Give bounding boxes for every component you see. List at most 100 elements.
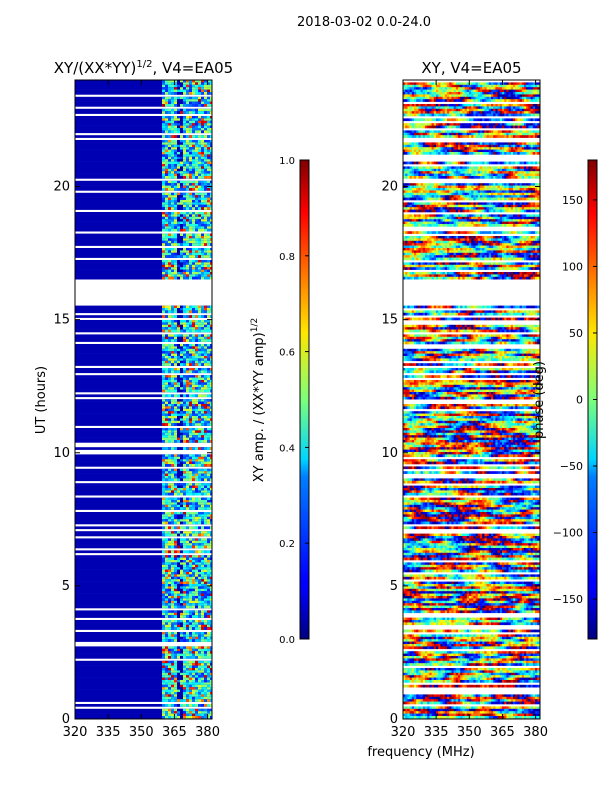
heatmap-cell (177, 500, 181, 503)
heatmap-cell (497, 89, 501, 93)
heatmap-cell (75, 550, 212, 554)
heatmap-cell (171, 593, 175, 597)
heatmap-cell (486, 96, 490, 100)
heatmap-cell (177, 89, 181, 93)
heatmap-cell (204, 694, 208, 698)
heatmap-cell (186, 682, 190, 686)
heatmap-cell (204, 600, 208, 604)
heatmap-cell (515, 111, 518, 114)
heatmap-cell (183, 336, 187, 340)
heatmap-cell (204, 348, 208, 352)
heatmap-cell (198, 324, 202, 328)
heatmap-cell (405, 89, 408, 93)
heatmap-cell (174, 238, 178, 242)
heatmap-cell (477, 94, 481, 98)
heatmap-cell (475, 82, 479, 86)
heatmap-cell (183, 101, 187, 105)
heatmap-cell (204, 214, 208, 218)
heatmap-cell (162, 404, 166, 407)
heatmap-cell (183, 538, 187, 542)
heatmap-cell (165, 149, 169, 153)
heatmap-cell (177, 531, 181, 534)
heatmap-cell (180, 526, 184, 530)
heatmap-cell (204, 171, 208, 174)
heatmap-cell (186, 699, 190, 702)
heatmap-cell (75, 101, 212, 105)
heatmap-cell (171, 476, 175, 479)
heatmap-cell (75, 351, 212, 354)
heatmap-cell (204, 711, 208, 714)
heatmap-cell (186, 324, 190, 328)
heatmap-cell (201, 620, 205, 623)
heatmap-row (75, 267, 212, 270)
heatmap-cell (183, 322, 187, 326)
heatmap-cell (210, 104, 212, 107)
heatmap-row (75, 228, 212, 232)
heatmap-cell (165, 668, 169, 671)
heatmap-cell (189, 152, 193, 155)
heatmap-cell (186, 456, 190, 460)
heatmap-cell (484, 108, 487, 112)
heatmap-cell (168, 538, 172, 542)
heatmap-cell (192, 672, 196, 676)
heatmap-cell (186, 408, 190, 412)
heatmap-cell (195, 130, 199, 134)
heatmap-cell (504, 108, 507, 112)
heatmap-cell (207, 380, 211, 383)
heatmap-row (75, 545, 212, 549)
heatmap-row (75, 188, 212, 191)
heatmap-cell (192, 264, 196, 268)
heatmap-cell (171, 188, 175, 191)
heatmap-cell (180, 212, 184, 215)
heatmap-cell (171, 176, 175, 179)
heatmap-cell (482, 96, 485, 100)
heatmap-cell (427, 94, 430, 98)
heatmap-cell (195, 581, 199, 585)
heatmap-cell (189, 648, 193, 652)
heatmap-cell (174, 526, 178, 530)
heatmap-cell (174, 468, 178, 472)
heatmap-cell (519, 94, 523, 98)
heatmap-cell (75, 358, 212, 362)
heatmap-cell (177, 682, 181, 686)
heatmap-cell (429, 99, 432, 102)
heatmap-cell (210, 423, 212, 426)
heatmap-cell (195, 260, 199, 263)
heatmap-cell (198, 368, 202, 371)
heatmap-cell (162, 248, 166, 251)
heatmap-cell (180, 586, 184, 590)
heatmap-cell (186, 572, 190, 575)
heatmap-cell (186, 420, 190, 424)
heatmap-cell (168, 428, 172, 431)
heatmap-cell (174, 377, 178, 381)
heatmap-cell (174, 226, 178, 230)
heatmap-cell (177, 411, 181, 414)
heatmap-cell (189, 569, 193, 573)
heatmap-cell (162, 101, 166, 105)
heatmap-cell (177, 711, 181, 714)
heatmap-cell (201, 267, 205, 270)
heatmap-cell (198, 564, 202, 568)
heatmap-cell (162, 276, 166, 280)
heatmap-cell (186, 579, 190, 582)
x-tick-label: 335 (96, 725, 121, 740)
heatmap-cell (75, 569, 212, 573)
heatmap-cell (207, 418, 211, 422)
heatmap-cell (177, 315, 181, 318)
heatmap-cell (201, 468, 205, 472)
heatmap-cell (186, 675, 190, 678)
heatmap-cell (171, 454, 175, 458)
heatmap-cell (210, 80, 212, 83)
heatmap-cell (177, 334, 181, 338)
heatmap-cell (171, 540, 175, 544)
heatmap-cell (502, 82, 505, 86)
heatmap-cell (75, 135, 212, 138)
heatmap-cell (207, 324, 211, 328)
heatmap-cell (201, 560, 205, 563)
heatmap-cell (186, 713, 190, 717)
heatmap-cell (189, 101, 193, 105)
heatmap-cell (168, 351, 172, 354)
heatmap-cell (171, 507, 175, 510)
heatmap-cell (165, 173, 169, 177)
heatmap-cell (186, 92, 190, 95)
